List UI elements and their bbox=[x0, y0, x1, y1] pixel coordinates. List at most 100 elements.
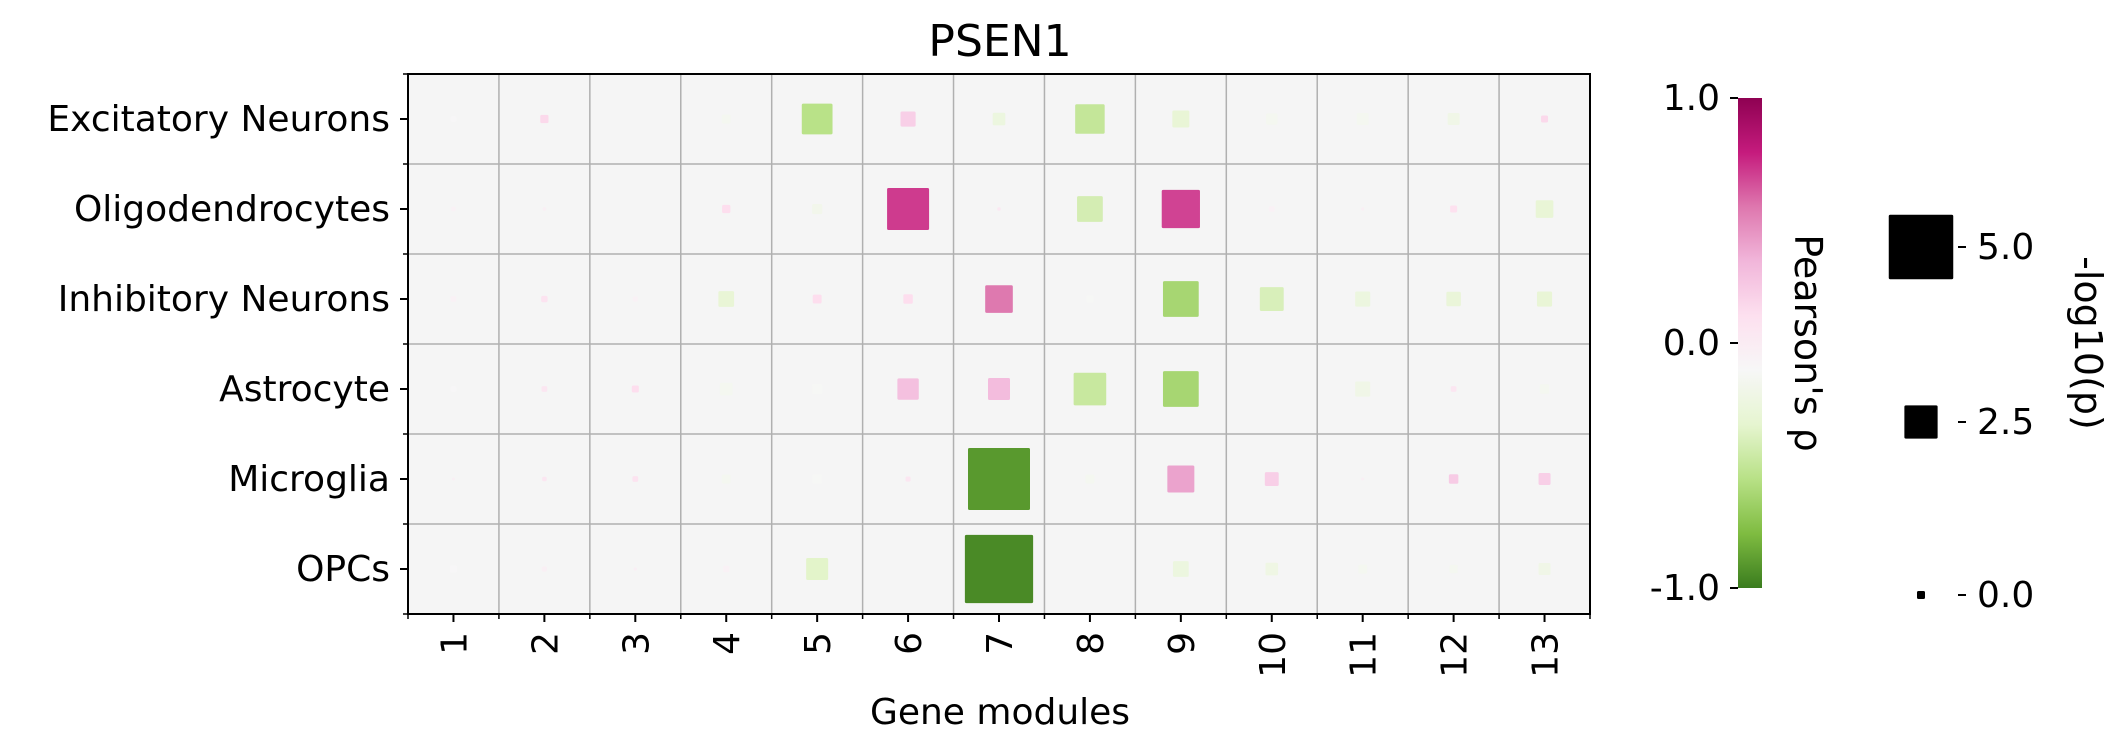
x-tick-label: 13 bbox=[1526, 632, 1567, 678]
cell-marker bbox=[540, 114, 549, 124]
size-legend-marker bbox=[1904, 405, 1938, 439]
cell-marker bbox=[1538, 473, 1551, 485]
cell-marker bbox=[968, 448, 1030, 510]
cell-marker bbox=[632, 476, 639, 482]
colorbar: 1.0 0.0 -1.0 Pearson's ρ bbox=[1650, 78, 1830, 609]
cell-marker bbox=[542, 476, 547, 482]
cell-marker bbox=[1085, 474, 1095, 484]
cell-marker bbox=[903, 294, 913, 304]
cell-marker bbox=[1449, 564, 1458, 574]
colorbar-tick-label: 0.0 bbox=[1663, 323, 1720, 364]
x-tick-label: 5 bbox=[798, 632, 839, 655]
cell-marker bbox=[1266, 113, 1278, 125]
cell-marker bbox=[1358, 564, 1368, 574]
cell-marker bbox=[1447, 113, 1460, 125]
cell-marker bbox=[1162, 371, 1199, 407]
cell-marker bbox=[1541, 115, 1549, 123]
cell-marker bbox=[1355, 291, 1371, 307]
cell-marker bbox=[1361, 477, 1365, 481]
x-tick-label: 8 bbox=[1071, 632, 1112, 655]
size-legend: 5.0 2.5 0.0 -log10(p) bbox=[1888, 214, 2110, 616]
cell-marker bbox=[541, 386, 548, 392]
cell-marker bbox=[1356, 113, 1369, 125]
cell-marker bbox=[1264, 472, 1279, 486]
cell-marker bbox=[632, 296, 638, 302]
cell-marker bbox=[1161, 189, 1200, 229]
x-tick-label: 12 bbox=[1435, 632, 1476, 678]
y-tick-label: Excitatory Neurons bbox=[47, 99, 390, 140]
chart-title: PSEN1 bbox=[928, 16, 1071, 67]
cell-marker bbox=[1448, 474, 1459, 484]
x-tick-label: 3 bbox=[616, 632, 657, 655]
cell-marker bbox=[1172, 561, 1189, 577]
cell-marker bbox=[1162, 281, 1199, 317]
cell-marker bbox=[1450, 386, 1457, 392]
cell-marker bbox=[542, 207, 547, 211]
cell-marker bbox=[450, 296, 457, 302]
cell-marker bbox=[1075, 104, 1105, 134]
cell-marker bbox=[806, 558, 829, 580]
cell-marker bbox=[812, 294, 822, 304]
cell-marker bbox=[812, 383, 823, 395]
cell-marker bbox=[718, 291, 735, 307]
cell-marker bbox=[900, 111, 916, 127]
cell-marker bbox=[1265, 562, 1279, 576]
x-tick-label: 9 bbox=[1162, 632, 1203, 655]
x-tick-label: 2 bbox=[525, 632, 566, 655]
x-tick-label: 10 bbox=[1253, 632, 1294, 678]
colorbar-label: Pearson's ρ bbox=[1786, 234, 1830, 451]
cell-marker bbox=[1259, 287, 1284, 311]
cell-marker bbox=[721, 114, 731, 124]
cell-marker bbox=[988, 378, 1010, 400]
cell-marker bbox=[721, 474, 731, 484]
cell-marker bbox=[1086, 295, 1094, 303]
cell-marker bbox=[1535, 200, 1554, 218]
cell-marker bbox=[905, 476, 911, 482]
x-tick-label: 7 bbox=[980, 632, 1021, 655]
cell-marker bbox=[964, 534, 1034, 604]
cell-marker bbox=[1172, 110, 1190, 128]
cell-marker bbox=[723, 565, 730, 573]
colorbar-scale bbox=[1738, 98, 1762, 588]
cell-marker bbox=[1355, 381, 1371, 397]
cell-marker bbox=[1539, 384, 1550, 394]
heatmap-plot: Excitatory Neurons Oligodendrocytes Inhibi… bbox=[47, 73, 1591, 678]
cell-marker bbox=[1450, 205, 1458, 213]
cell-marker bbox=[812, 474, 822, 484]
y-tick-label: Oligodendrocytes bbox=[74, 189, 390, 230]
cell-marker bbox=[722, 204, 731, 214]
cell-marker bbox=[1538, 563, 1551, 575]
cell-marker bbox=[450, 116, 457, 122]
cell-marker bbox=[451, 477, 455, 481]
cell-marker bbox=[992, 112, 1006, 126]
size-legend-marker bbox=[1888, 214, 1954, 280]
cell-marker bbox=[541, 295, 548, 303]
x-axis-label: Gene modules bbox=[870, 692, 1130, 733]
cell-marker bbox=[1361, 207, 1365, 211]
cell-marker bbox=[1167, 465, 1195, 493]
y-tick-label: Inhibitory Neurons bbox=[58, 279, 390, 320]
y-tick-label: Microglia bbox=[228, 459, 390, 500]
cell-marker bbox=[631, 385, 639, 393]
cell-marker bbox=[719, 382, 733, 396]
size-legend-label: -log10(p) bbox=[2066, 256, 2110, 430]
y-tick-label: Astrocyte bbox=[219, 369, 390, 410]
cell-marker bbox=[1077, 196, 1103, 222]
x-tick-label: 4 bbox=[707, 632, 748, 655]
cell-marker bbox=[1073, 372, 1107, 406]
cell-marker bbox=[1536, 291, 1553, 307]
cell-marker bbox=[450, 386, 457, 392]
size-legend-marker bbox=[1917, 591, 1925, 599]
cell-marker bbox=[1268, 206, 1275, 212]
y-tick-label: OPCs bbox=[296, 549, 390, 590]
size-legend-tick-label: 0.0 bbox=[1977, 575, 2034, 616]
cell-marker bbox=[633, 567, 637, 571]
cell-marker bbox=[451, 206, 456, 212]
colorbar-tick-label: 1.0 bbox=[1663, 78, 1720, 119]
x-tick-label: 11 bbox=[1344, 632, 1385, 678]
cell-marker bbox=[801, 103, 833, 135]
cell-marker bbox=[812, 203, 823, 215]
cell-marker bbox=[897, 378, 919, 400]
cell-marker bbox=[541, 566, 547, 572]
